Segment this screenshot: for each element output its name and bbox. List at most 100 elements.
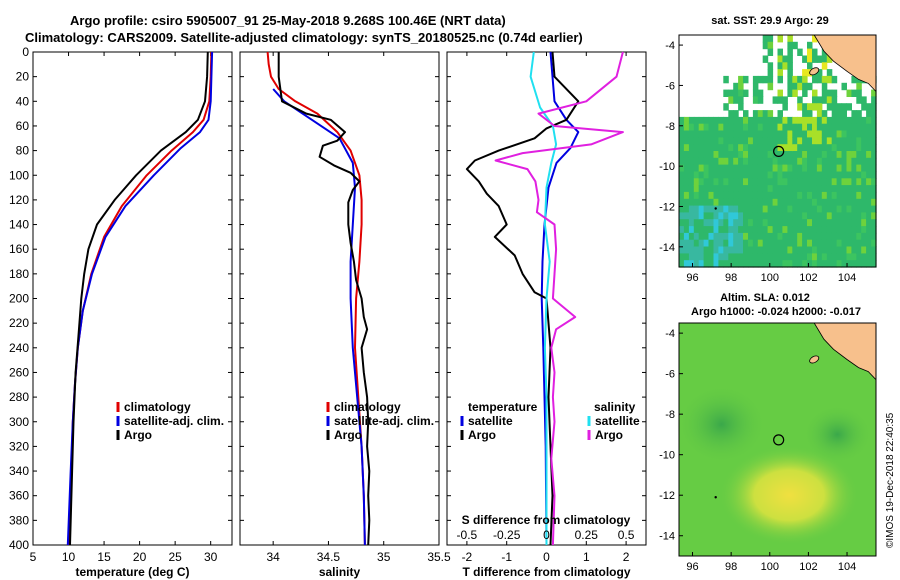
sst-cell [757,178,764,186]
sst-cell [782,164,788,172]
sst-cell [846,212,852,220]
sst-cell [836,123,843,132]
sst-cell [752,205,759,213]
sst-cell [733,151,739,159]
sst-cell [797,164,803,172]
sst-cell [802,144,808,152]
sst-cell [698,212,705,220]
sst-cell [866,137,872,145]
sst-cell [698,164,705,172]
sst-cell [836,110,843,118]
sst-cell [831,219,838,227]
sst-cell [743,185,749,193]
sst-cell [797,116,803,125]
sst-cell [703,239,710,248]
sst-cell [752,232,759,241]
sst-cell [866,226,872,234]
sst-cell [797,48,803,56]
sst-cell [851,198,857,207]
sst-cell [748,246,754,254]
sst-cell [792,41,798,50]
sst-cell [787,35,793,43]
sst-cell [856,110,862,118]
sst-cell [688,253,695,261]
legend-label: Argo [468,428,496,442]
sst-cell [679,246,685,254]
sst-cell [757,253,764,261]
sst-cell [812,116,818,125]
sst-cell [679,253,685,261]
sst-cell [733,96,739,104]
sst-cell [787,219,793,227]
sst-cell [787,89,793,97]
sst-cell [728,110,734,118]
sst-cell [738,198,744,207]
salinity-line-2 [277,52,371,546]
sst-cell [738,205,744,213]
sst-cell [713,151,719,159]
sst-cell [871,232,877,241]
sst-cell [782,103,788,111]
sst-cell [792,232,798,241]
sst-cell [762,35,769,43]
sst-cell [743,191,749,200]
sst-cell [866,219,872,227]
sst-cell [772,157,779,166]
sst-cell [752,75,759,84]
sst-cell [703,130,710,138]
sst-cell [708,164,714,172]
sst-cell [752,82,759,91]
sst-cell [718,171,724,179]
sst-cell [816,219,823,227]
sst-cell [733,89,739,97]
sst-cell [816,103,823,111]
sst-cell [733,116,739,125]
sst-cell [718,178,724,186]
sst-cell [743,219,749,227]
sst-cell [787,82,793,91]
sst-cell [856,253,862,261]
sst-cell [797,151,803,159]
sst-cell [683,198,690,207]
sst-cell [821,110,828,118]
sst-cell [703,144,710,152]
sst-cell [748,205,754,213]
sst-cell [683,137,690,145]
sst-cell [787,232,793,241]
sst-cell [708,185,714,193]
sst-cell [708,178,714,186]
sst-cell [718,157,724,166]
sst-cell [826,198,833,207]
sst-cell [772,171,779,179]
x-tick-label: -1 [501,550,512,564]
sst-cell [688,232,695,241]
sst-cell [723,151,729,159]
sst-cell [826,191,833,200]
sst-cell [816,232,823,241]
sst-cell [861,123,867,132]
sst-cell [708,171,714,179]
sst-cell [792,157,798,166]
sst-cell [871,253,877,261]
sst-cell [792,75,798,84]
sst-cell [688,144,695,152]
sst-cell [821,198,828,207]
sst-cell [772,137,779,145]
sst-cell [797,253,803,261]
sst-cell [797,130,803,138]
map-y-tick-label: -8 [665,121,675,133]
sst-cell [679,198,685,207]
map-y-tick-label: -10 [659,450,675,462]
sst-cell [767,157,774,166]
sst-cell [772,205,779,213]
sst-cell [782,123,788,132]
sst-cell [826,130,833,138]
sst-cell [762,75,769,84]
sst-cell [836,219,843,227]
sst-cell [797,103,803,111]
sst-cell [871,198,877,207]
sst-cell [856,123,862,132]
sst-cell [797,226,803,234]
sst-cell [866,116,872,125]
sst-cell [762,151,769,159]
